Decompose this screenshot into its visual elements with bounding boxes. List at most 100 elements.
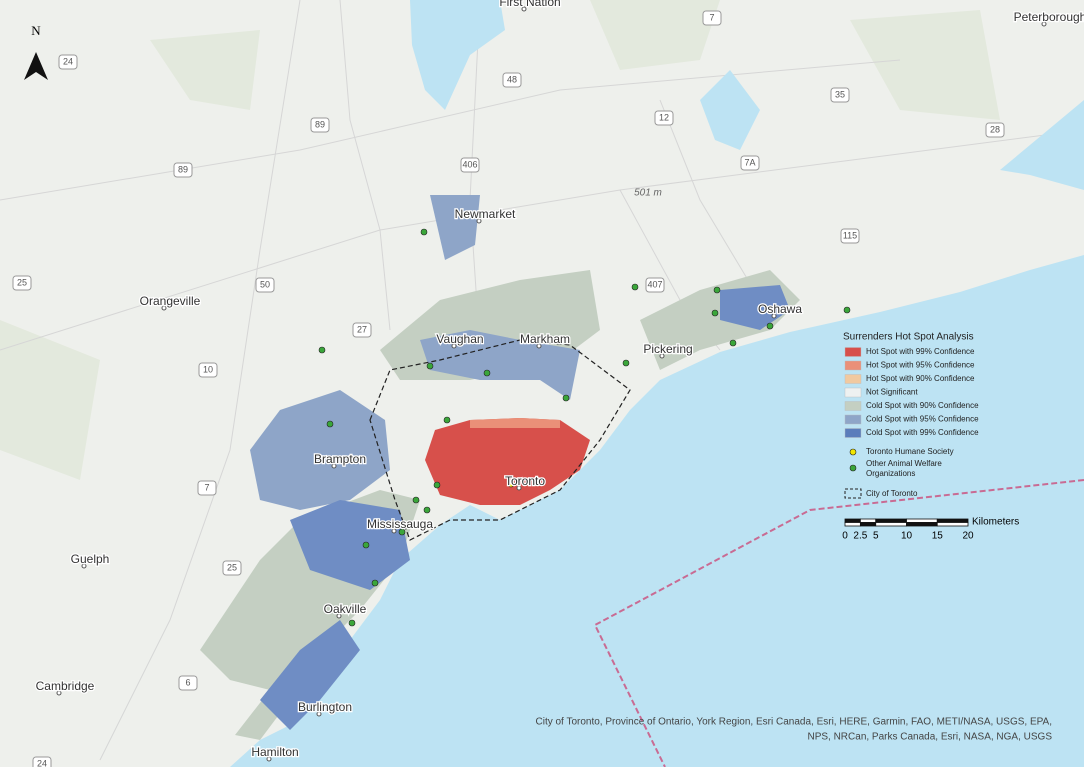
road-number: 7A bbox=[744, 157, 755, 167]
organization-point bbox=[622, 359, 630, 367]
organization-point bbox=[766, 322, 774, 330]
road-number: 50 bbox=[260, 279, 270, 289]
points bbox=[318, 211, 851, 627]
scale-segment bbox=[906, 518, 938, 523]
road-number: 406 bbox=[462, 159, 477, 169]
legend-label: Hot Spot with 95% Confidence bbox=[866, 361, 975, 370]
legend-label: Cold Spot with 99% Confidence bbox=[866, 428, 979, 437]
place-dot bbox=[1041, 21, 1047, 27]
terrain bbox=[0, 0, 1000, 480]
legend-label: Not Significant bbox=[866, 388, 918, 397]
road-number: 115 bbox=[843, 230, 857, 240]
road-number: 24 bbox=[37, 758, 47, 767]
scale-unit: Kilometers bbox=[972, 517, 1019, 528]
road-number: 25 bbox=[227, 562, 237, 572]
place-dot bbox=[451, 343, 457, 349]
attribution: City of Toronto, Province of Ontario, Yo… bbox=[536, 717, 1053, 728]
road-shield bbox=[173, 162, 193, 178]
scale-tick-label: 0 bbox=[842, 531, 848, 542]
lake-ontario bbox=[230, 255, 1084, 767]
organization-point bbox=[729, 339, 737, 347]
place-label: Hamilton bbox=[251, 745, 298, 759]
place-label: First Nation bbox=[499, 0, 560, 9]
road-number: 24 bbox=[63, 56, 73, 66]
organization-point bbox=[843, 306, 851, 314]
lake-small bbox=[700, 70, 760, 150]
scale-tick-label: 15 bbox=[932, 531, 944, 542]
north-arrow bbox=[24, 52, 48, 80]
legend-label: City of Toronto bbox=[866, 489, 918, 498]
place-label: Markham bbox=[520, 332, 570, 346]
hot-spot-areas bbox=[200, 195, 800, 740]
organization-point bbox=[423, 506, 431, 514]
road-number: 27 bbox=[357, 324, 367, 334]
place-dot bbox=[336, 613, 342, 619]
scale-segment bbox=[844, 522, 861, 527]
organization-point bbox=[420, 228, 428, 236]
scale-segment bbox=[875, 518, 907, 523]
attribution: NPS, NRCan, Parks Canada, Esri, NASA, NG… bbox=[807, 732, 1052, 743]
scale-tick-label: 2.5 bbox=[853, 531, 867, 542]
place-label: Oshawa bbox=[758, 302, 802, 316]
humane-society-point bbox=[507, 480, 515, 488]
road-number: 7 bbox=[204, 482, 209, 492]
place-label: Pickering bbox=[643, 342, 692, 356]
road-shield bbox=[645, 277, 665, 293]
road-shield bbox=[255, 277, 275, 293]
road-number: 6 bbox=[185, 677, 190, 687]
legend-point bbox=[849, 464, 857, 472]
place-label: Orangeville bbox=[140, 294, 201, 308]
place-label: Cambridge bbox=[36, 679, 95, 693]
place-label: Guelph bbox=[71, 552, 110, 566]
road-shield bbox=[460, 157, 480, 173]
organization-point bbox=[562, 394, 570, 402]
legend-boundary bbox=[844, 488, 862, 499]
organization-point bbox=[362, 541, 370, 549]
legend-label: Other Animal Welfare Organizations bbox=[866, 459, 942, 478]
road-number: 89 bbox=[315, 119, 325, 129]
organization-point bbox=[478, 211, 486, 219]
legend-point bbox=[849, 448, 857, 456]
road-shield bbox=[352, 322, 372, 338]
road-shield bbox=[840, 228, 860, 244]
place-dot bbox=[476, 218, 482, 224]
place-label: Oakville bbox=[324, 602, 367, 616]
organization-point bbox=[398, 528, 406, 536]
organization-point bbox=[483, 369, 491, 377]
organization-point bbox=[348, 619, 356, 627]
organization-point bbox=[631, 283, 639, 291]
scale-segment bbox=[859, 518, 877, 523]
place-dot bbox=[266, 756, 272, 762]
road-shield bbox=[12, 275, 32, 291]
legend-swatch bbox=[844, 428, 862, 438]
north-label: N bbox=[31, 23, 41, 38]
border bbox=[593, 479, 1084, 767]
place-dot bbox=[659, 353, 665, 359]
road-shield bbox=[58, 54, 78, 70]
labels: First Nation Peterborough Newmarket Vaughan… bbox=[12, 0, 1084, 767]
scale-segment bbox=[875, 522, 907, 527]
legend-swatch bbox=[844, 401, 862, 411]
place-label: Burlington bbox=[298, 700, 352, 714]
place-label: Vaughan bbox=[436, 332, 483, 346]
scale-tick-label: 5 bbox=[873, 531, 879, 542]
place-dot bbox=[161, 305, 167, 311]
organization-point bbox=[711, 309, 719, 317]
place-dot bbox=[536, 343, 542, 349]
scale-segment bbox=[936, 518, 969, 523]
organization-point bbox=[318, 346, 326, 354]
organization-point bbox=[412, 496, 420, 504]
scale-segment bbox=[859, 522, 877, 527]
lake-simcoe bbox=[410, 0, 505, 110]
place-dot bbox=[331, 463, 337, 469]
road-number: 7 bbox=[709, 12, 714, 22]
road-number: 10 bbox=[203, 364, 213, 374]
legend-swatch bbox=[844, 360, 862, 371]
road-shield bbox=[830, 87, 850, 103]
road-number: 407 bbox=[647, 279, 662, 289]
legend-swatch bbox=[844, 347, 862, 357]
place-dot bbox=[391, 528, 397, 534]
road-shield bbox=[32, 756, 52, 767]
organization-point bbox=[433, 481, 441, 489]
